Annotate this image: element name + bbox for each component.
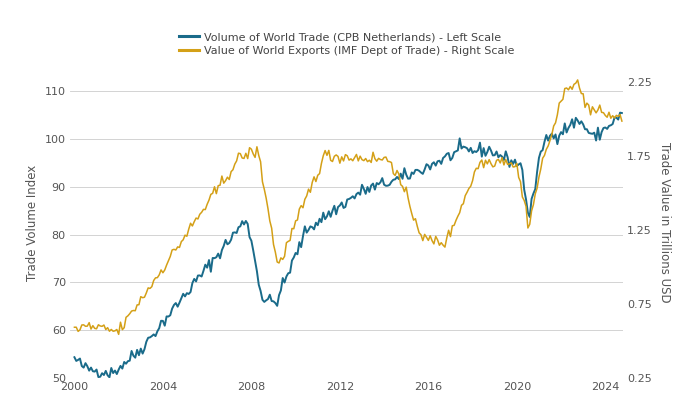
Legend: Volume of World Trade (CPB Netherlands) - Left Scale, Value of World Exports (IM: Volume of World Trade (CPB Netherlands) … bbox=[178, 32, 514, 56]
Y-axis label: Trade Value in Trillions USD: Trade Value in Trillions USD bbox=[659, 142, 671, 303]
Y-axis label: Trade Volume Index: Trade Volume Index bbox=[27, 165, 39, 281]
